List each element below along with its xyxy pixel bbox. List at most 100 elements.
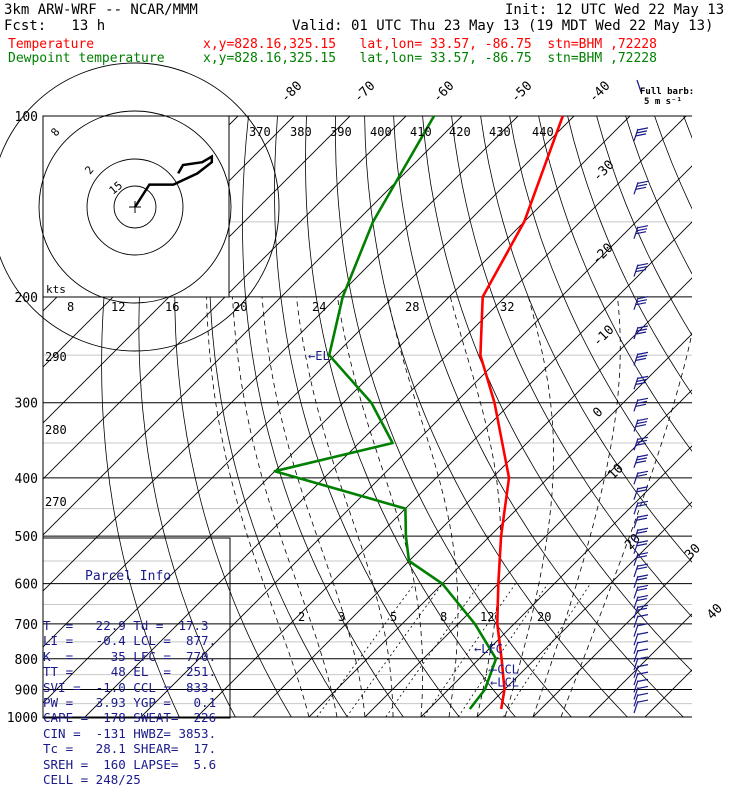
barb-legend-title: Full barb:: [640, 87, 694, 97]
dewpoint-legend-label: Dewpoint temperature: [8, 51, 165, 66]
theta-label: 280: [45, 423, 67, 437]
level-ccl: ←CCL: [490, 662, 519, 676]
mixing-ratio-label: 20: [537, 610, 551, 624]
wind-barb-flag: [636, 183, 648, 187]
mixing-ratio-line: [423, 583, 516, 717]
wind-barb: [633, 657, 639, 671]
wind-barb: [633, 472, 639, 485]
dry-adiabat: [538, 116, 692, 452]
dry-adiabat: [305, 116, 516, 717]
wind-barb-flag: [637, 656, 649, 660]
isotherm-line: [532, 557, 692, 717]
isotherm-label: -40: [586, 79, 613, 106]
dry-adiabat: [509, 116, 692, 508]
dry-adiabat: [208, 116, 348, 717]
isotherm-line: [140, 165, 692, 717]
wind-barb-flag: [635, 331, 647, 335]
wind-barb-flag: [637, 699, 649, 703]
wind-barb: [633, 586, 639, 599]
wind-barb: [633, 353, 639, 366]
wind-barb-flag: [637, 225, 649, 229]
mixing-ratio-label: 5: [390, 610, 397, 624]
mixing-ratio-line: [316, 583, 415, 717]
moist-adiabat: [261, 296, 366, 717]
wind-barb-flag: [637, 180, 649, 184]
isotherm-label: -60: [430, 79, 457, 106]
wind-barb: [633, 297, 639, 310]
moist-adiabat: [532, 296, 621, 717]
isotherm-line: [43, 116, 631, 704]
dry-adiabat: [364, 116, 628, 717]
temperature-location: x,y=828.16,325.15 lat,lon= 33.57, -86.75…: [203, 37, 657, 52]
wind-barb: [633, 529, 639, 542]
wind-barb: [633, 687, 639, 700]
parcel-info-row: LI = -0.4 LCL = 877.: [43, 633, 217, 649]
isotherm-line: [420, 445, 692, 717]
mixing-ratio-line: [385, 583, 481, 717]
theta-label: 290: [45, 350, 67, 364]
wind-barb: [633, 615, 639, 628]
wind-barb-flag: [636, 555, 648, 559]
wind-barb-flag: [636, 457, 648, 461]
parcel-info-row: CIN = -131 HWBZ= 3853.: [43, 725, 217, 741]
isotherm-line: [252, 277, 692, 717]
theta-label: 390: [330, 125, 352, 139]
moist-adiabat: [296, 296, 394, 717]
wind-barb-flag: [637, 584, 649, 589]
parcel-info-row: CAPE = 178 SWEAT= 226: [43, 710, 217, 726]
dry-adiabat: [138, 116, 236, 717]
parcel-info-row: T = 22.9 Td = 17.3: [43, 618, 209, 634]
wind-barb-flag: [637, 552, 649, 556]
wind-barb-flag: [637, 692, 649, 696]
wind-barb-flag: [637, 417, 649, 422]
wind-barb-flag: [636, 299, 648, 303]
moist-adiabat: [206, 296, 310, 717]
isotherm-line: [308, 333, 692, 717]
wind-barb: [633, 419, 639, 432]
wind-barb-flag: [636, 400, 648, 404]
wind-barb-flag: [637, 614, 649, 618]
wind-barb-flag: [637, 127, 649, 131]
wind-barb: [633, 399, 639, 412]
isotherm-line: [43, 116, 519, 592]
isotherm-label: 30: [682, 541, 704, 563]
wind-barb-flag: [636, 530, 648, 534]
wind-barb-flag: [636, 503, 648, 507]
temperature-line: [479, 115, 565, 710]
theta-label: 400: [370, 125, 392, 139]
mixing-ratio-lines: [316, 583, 591, 717]
wind-barb-flag: [636, 265, 648, 270]
wind-barb-flag: [637, 436, 649, 440]
isotherm-line: [588, 613, 692, 717]
wind-barb-flag: [637, 514, 649, 518]
wind-barb: [633, 575, 639, 589]
moist-adiabats: [206, 296, 692, 717]
dry-adiabat: [422, 116, 692, 672]
temperature-legend-label: Temperature: [8, 37, 95, 52]
wind-barb-flag: [636, 517, 648, 521]
parcel-info-row: PW = 3.93 YGP = 0.1: [43, 695, 217, 711]
parcel-info-row: K = 35 LFC = 770.: [43, 648, 217, 664]
isotherm-label: 10: [605, 461, 627, 483]
wind-barb-flag: [636, 566, 648, 570]
wind-barb-flag: [637, 454, 649, 458]
isotherm-label: -80: [278, 79, 305, 106]
wind-barb-flag: [637, 486, 649, 490]
level-el: ←EL: [308, 349, 330, 363]
wind-barb-flag: [636, 473, 648, 477]
parcel-info-row: SREH = 160 LAPSE= 5.6: [43, 756, 217, 772]
hodograph-ring-label: 16: [165, 300, 179, 314]
wind-barb-flag: [636, 577, 648, 581]
hodograph-ring: [113, 185, 157, 229]
sounding-series: [273, 115, 565, 710]
mixing-ratio-label: 3: [338, 610, 345, 624]
parcel-info-title: Parcel Info: [85, 568, 172, 584]
wind-barb-flag: [637, 563, 649, 567]
wind-barb-flag: [636, 378, 648, 382]
wind-barb-flag: [637, 631, 649, 635]
wind-barb: [633, 515, 639, 529]
wind-barb: [633, 541, 639, 554]
